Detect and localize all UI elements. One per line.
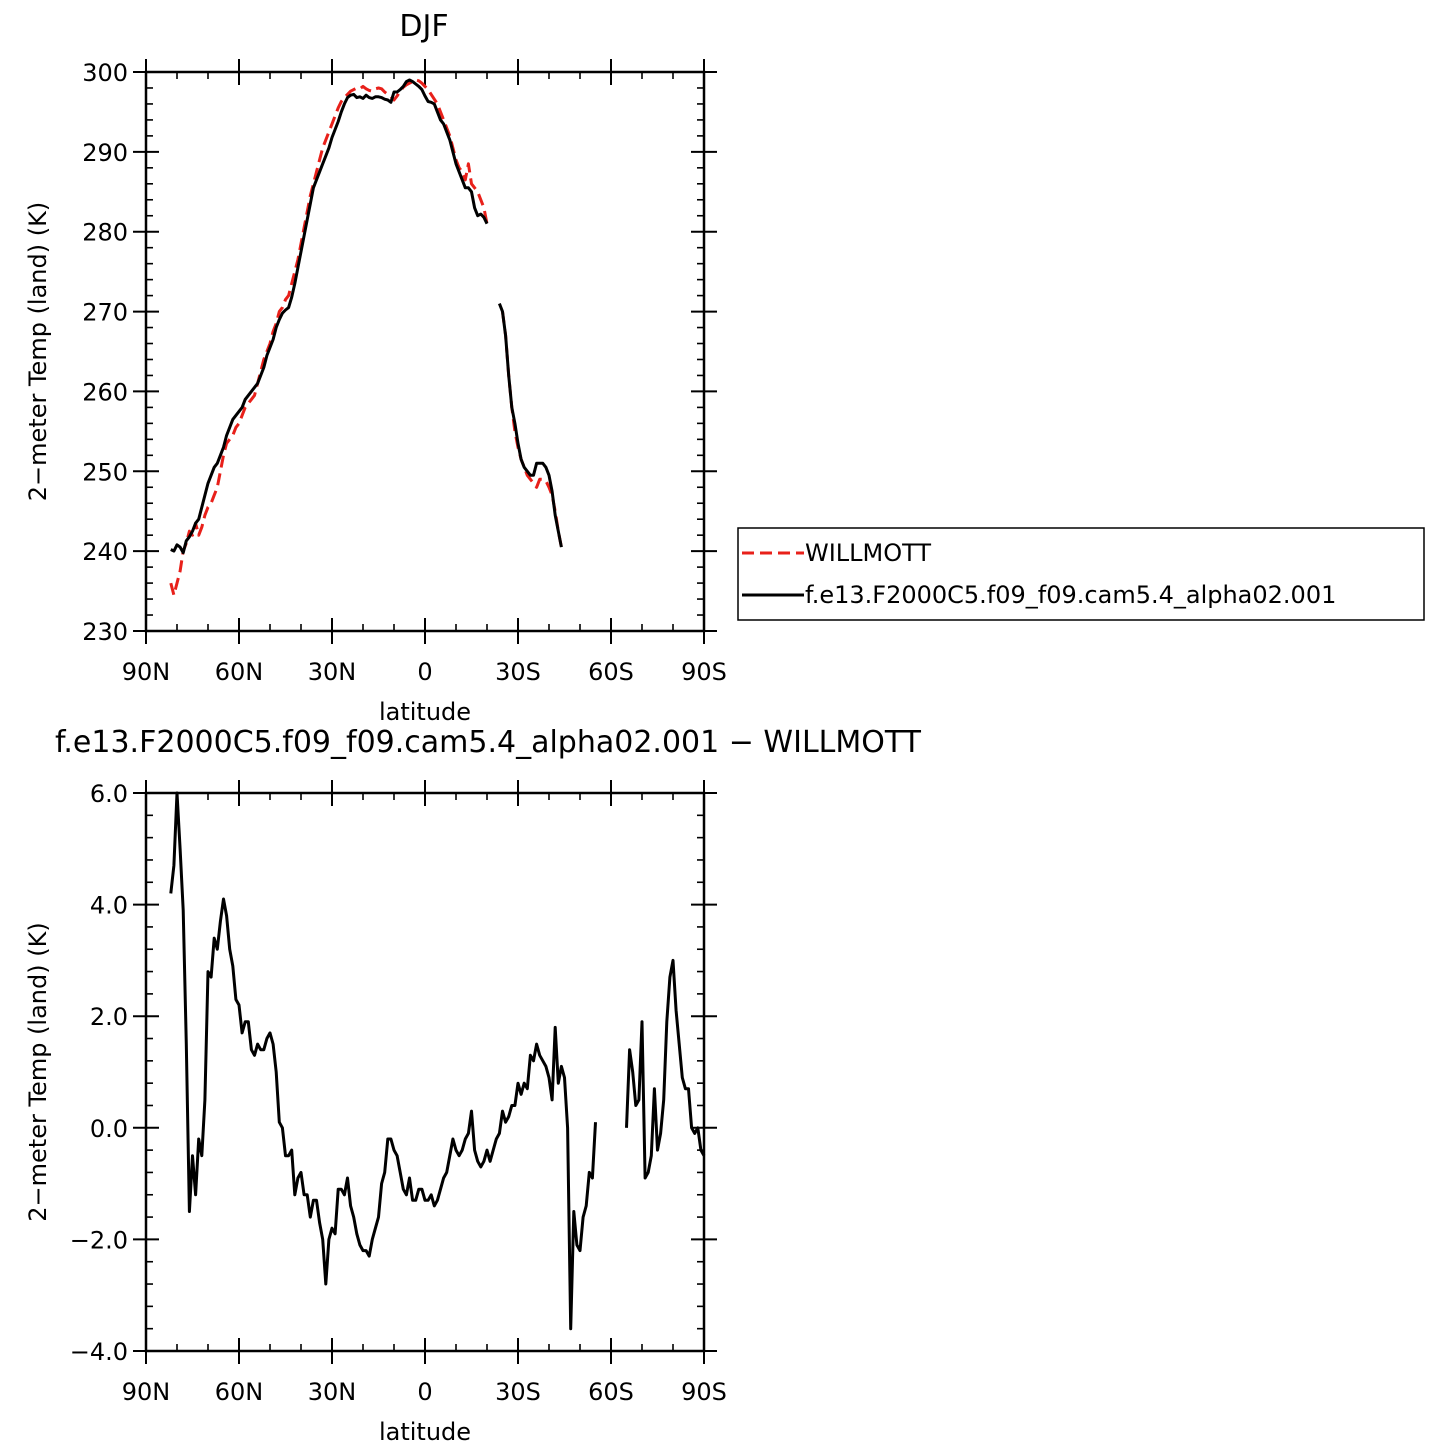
series-line-0 bbox=[169, 791, 597, 1331]
y-tick-label: 230 bbox=[82, 618, 128, 646]
y-tick-label: −2.0 bbox=[70, 1226, 128, 1254]
x-axis-label: latitude bbox=[379, 1418, 471, 1446]
y-tick-label: 280 bbox=[82, 219, 128, 247]
legend-label: f.e13.F2000C5.f09_f09.cam5.4_alpha02.001 bbox=[805, 581, 1336, 609]
x-tick-label: 0 bbox=[417, 1378, 432, 1406]
plot-frame bbox=[144, 791, 706, 1353]
y-tick-label: 290 bbox=[82, 139, 128, 167]
legend: WILLMOTT f.e13.F2000C5.f09_f09.cam5.4_alp… bbox=[737, 527, 1425, 621]
y-tick-label: 6.0 bbox=[90, 780, 128, 808]
x-axis-label: latitude bbox=[379, 698, 471, 726]
legend-box bbox=[737, 527, 1425, 621]
y-tick-label: 4.0 bbox=[90, 892, 128, 920]
series-line-1 bbox=[170, 78, 489, 555]
x-tick-label: 60S bbox=[588, 658, 634, 686]
top-panel-chart: DJF 230 240 250 260 270 280 290 300 90N 60N 30N 0 30S… bbox=[24, 9, 727, 726]
y-axis-label: 2−meter Temp (land) (K) bbox=[24, 922, 52, 1221]
bottom-panel-chart: f.e13.F2000C5.f09_f09.cam5.4_alpha02.001… bbox=[24, 725, 922, 1446]
series-line-1 bbox=[498, 303, 563, 548]
series-line-0 bbox=[169, 78, 489, 597]
x-tick-label: 90N bbox=[122, 658, 171, 686]
series-line-0 bbox=[625, 958, 706, 1180]
x-tick-label: 90N bbox=[122, 1378, 171, 1406]
x-tick-label: 30S bbox=[495, 1378, 541, 1406]
x-tick-label: 30N bbox=[308, 1378, 357, 1406]
y-tick-label: 250 bbox=[82, 458, 128, 486]
y-tick-label: 260 bbox=[82, 378, 128, 406]
x-tick-label: 90S bbox=[681, 658, 727, 686]
y-tick-label: 2.0 bbox=[90, 1003, 128, 1031]
y-tick-label: 300 bbox=[82, 59, 128, 87]
x-tick-label: 60N bbox=[215, 658, 264, 686]
plot-frame bbox=[144, 70, 706, 633]
y-tick-label: 240 bbox=[82, 538, 128, 566]
x-tick-label: 0 bbox=[417, 658, 432, 686]
y-tick-label: 0.0 bbox=[90, 1115, 128, 1143]
y-tick-label: −4.0 bbox=[70, 1338, 128, 1366]
legend-label: WILLMOTT bbox=[805, 539, 931, 567]
chart-title: f.e13.F2000C5.f09_f09.cam5.4_alpha02.001… bbox=[55, 725, 922, 760]
x-tick-label: 60N bbox=[215, 1378, 264, 1406]
x-tick-label: 30S bbox=[495, 658, 541, 686]
chart-title: DJF bbox=[399, 9, 448, 44]
series-line-0 bbox=[501, 311, 563, 548]
y-axis-label: 2−meter Temp (land) (K) bbox=[24, 202, 52, 501]
x-tick-label: 30N bbox=[308, 658, 357, 686]
x-tick-label: 60S bbox=[588, 1378, 634, 1406]
x-tick-label: 90S bbox=[681, 1378, 727, 1406]
y-tick-label: 270 bbox=[82, 299, 128, 327]
